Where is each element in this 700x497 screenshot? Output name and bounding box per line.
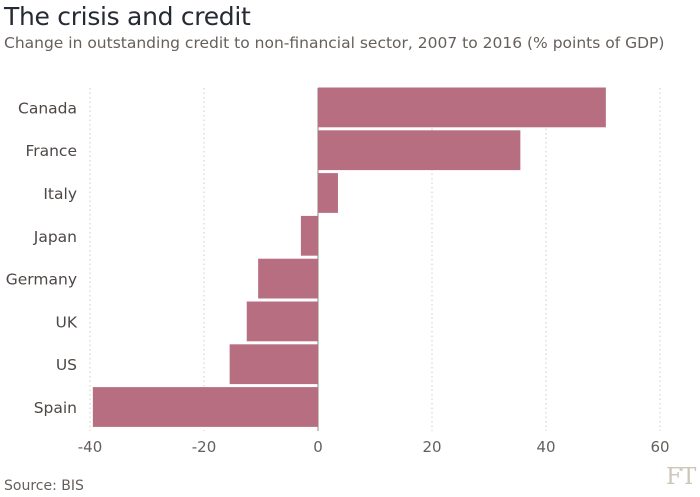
chart-title: The crisis and credit [4, 2, 251, 31]
bar-spain [92, 387, 318, 427]
x-tick-label: 20 [422, 438, 441, 456]
bar-italy [318, 173, 338, 213]
ft-logo: FT [666, 464, 696, 490]
category-label: Canada [18, 99, 77, 117]
category-label: Spain [34, 399, 77, 417]
bar-canada [318, 87, 606, 128]
category-label: UK [55, 313, 77, 331]
x-tick-labels: -40 -20 0 20 40 60 [78, 438, 670, 456]
x-tick-label: 60 [650, 438, 669, 456]
category-label: Germany [6, 271, 77, 289]
source-note: Source: BIS [4, 478, 84, 494]
x-tick-label: -40 [78, 438, 103, 456]
category-labels: Canada France Italy Japan Germany UK US Spain [6, 99, 78, 417]
bar-japan [300, 215, 318, 256]
x-tick-label: -20 [192, 438, 217, 456]
chart-subtitle: Change in outstanding credit to non-fina… [4, 34, 665, 52]
x-tick-label: 0 [313, 438, 323, 456]
category-label: Japan [33, 228, 77, 246]
x-tick-label: 40 [536, 438, 555, 456]
bars [92, 87, 606, 427]
bar-france [318, 130, 521, 171]
bar-germany [258, 258, 318, 299]
category-label: Italy [43, 185, 77, 203]
bar-us [229, 344, 318, 385]
category-label: US [56, 356, 77, 374]
bar-uk [246, 301, 318, 342]
category-label: France [25, 142, 77, 160]
